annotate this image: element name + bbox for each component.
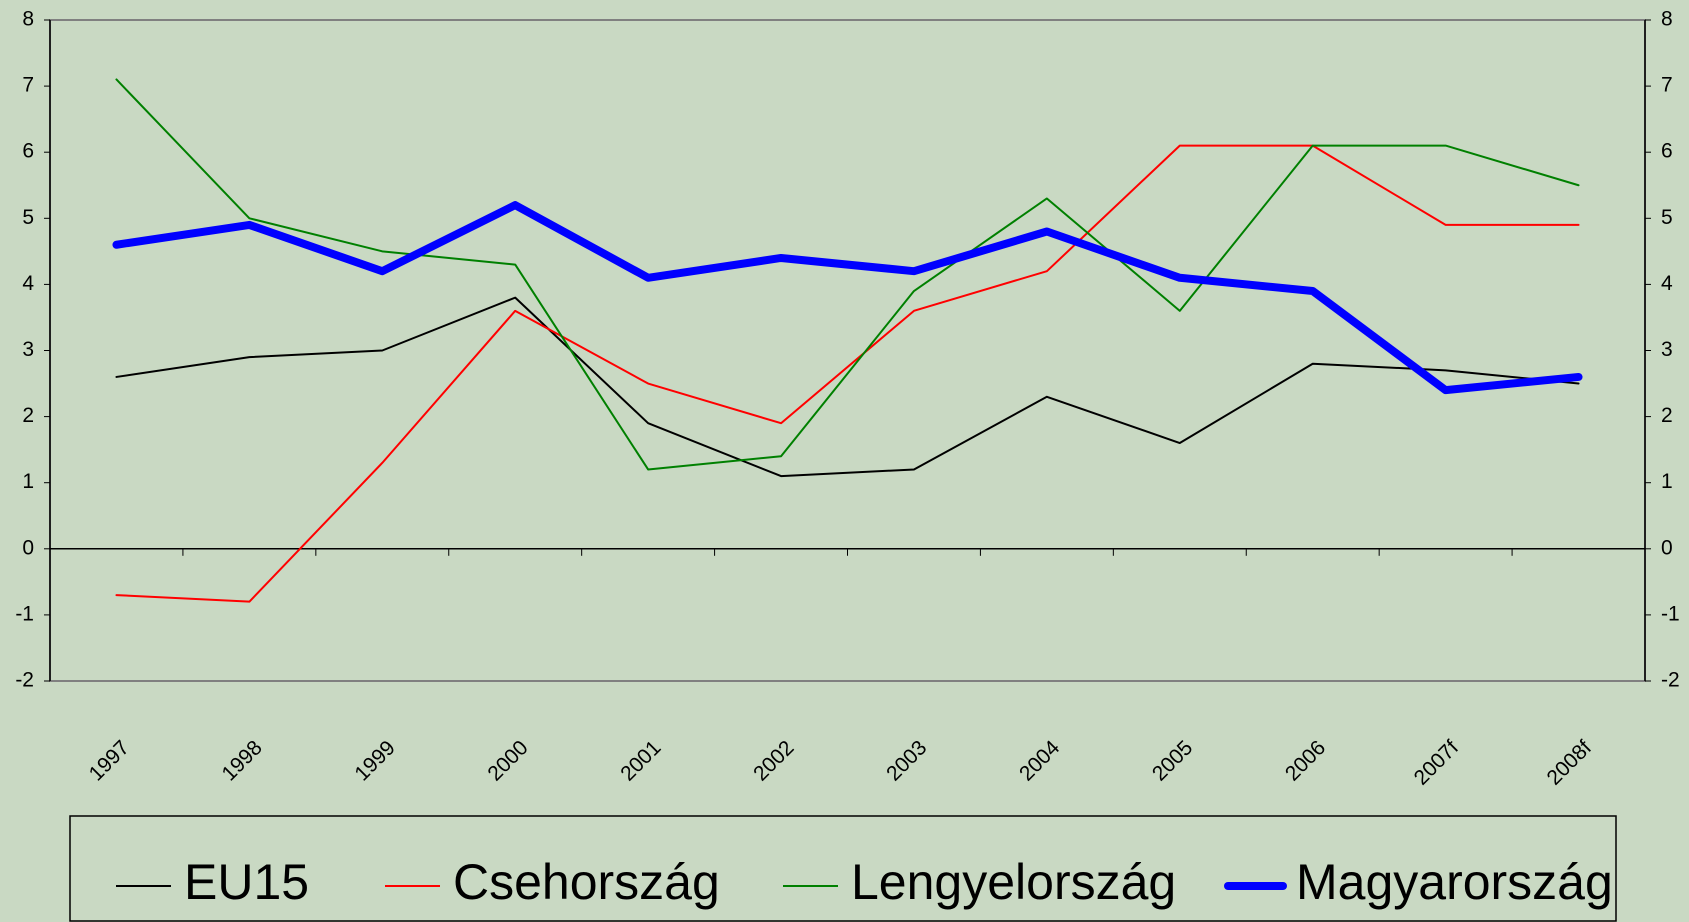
y2-tick-label: -2 — [1661, 669, 1680, 692]
y2-tick-label: -1 — [1661, 602, 1680, 625]
y-tick-label: 1 — [22, 470, 34, 493]
y-tick-label: -1 — [15, 602, 34, 625]
y-tick-label: 8 — [22, 8, 34, 31]
legend-label: EU15 — [184, 854, 309, 910]
y2-tick-label: 4 — [1661, 272, 1673, 295]
legend-label: Magyarország — [1296, 854, 1613, 910]
y2-tick-label: 5 — [1661, 206, 1673, 229]
y-tick-label: 0 — [22, 536, 34, 559]
series-line — [115, 78, 1580, 471]
series-line — [115, 144, 1580, 603]
y2-tick-label: 0 — [1661, 536, 1673, 559]
y2-tick-label: 3 — [1661, 338, 1673, 361]
y-tick-label: 3 — [22, 338, 34, 361]
y2-tick-label: 8 — [1661, 8, 1673, 31]
y2-tick-label: 1 — [1661, 470, 1673, 493]
y-tick-label: 5 — [22, 206, 34, 229]
y2-tick-label: 6 — [1661, 140, 1673, 163]
y-tick-label: 2 — [22, 404, 34, 427]
y-tick-label: -2 — [15, 669, 34, 692]
legend-label: Csehország — [453, 854, 720, 910]
y2-tick-label: 7 — [1661, 74, 1673, 97]
y-tick-label: 7 — [22, 74, 34, 97]
legend-label: Lengyelország — [851, 854, 1176, 910]
series-line — [115, 296, 1580, 478]
legend-box — [69, 815, 1617, 922]
y2-tick-label: 2 — [1661, 404, 1673, 427]
y-tick-label: 4 — [22, 272, 34, 295]
series-line — [112, 201, 1583, 395]
y-tick-label: 6 — [22, 140, 34, 163]
